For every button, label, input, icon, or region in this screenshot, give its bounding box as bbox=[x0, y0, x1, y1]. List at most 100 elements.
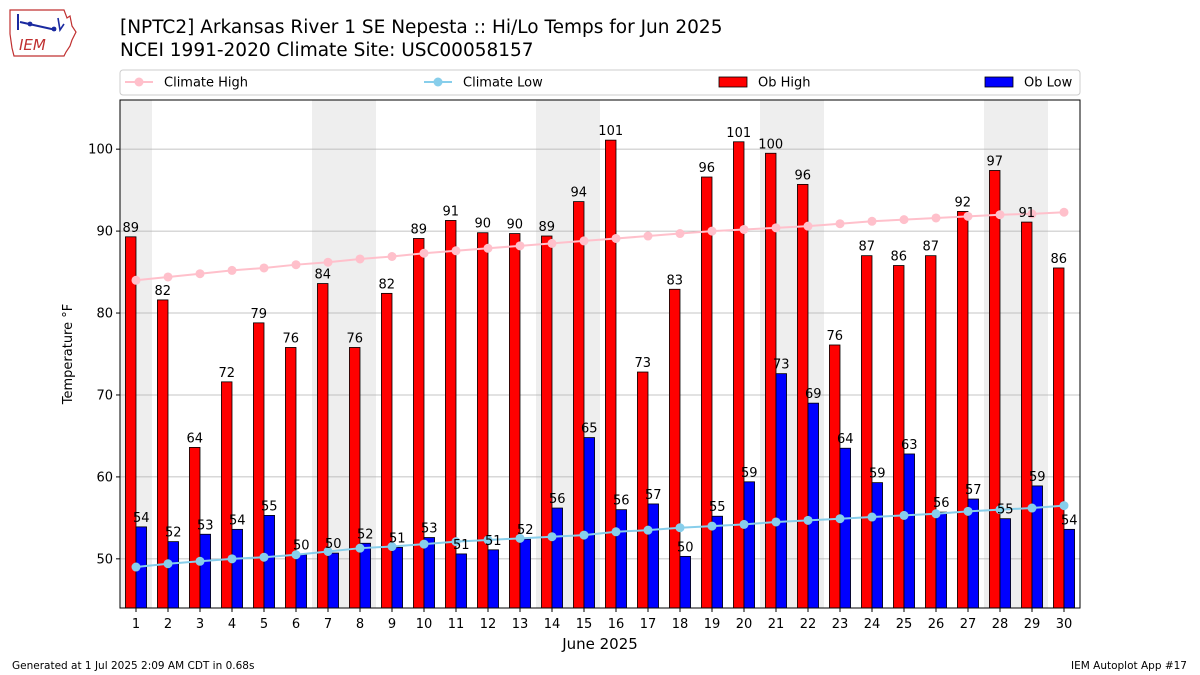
ob-low-bar bbox=[807, 402, 819, 609]
ob-high-label: 89 bbox=[538, 220, 555, 235]
climate-low-point bbox=[611, 527, 621, 537]
legend-box bbox=[119, 69, 1081, 96]
bar-value-labels: 89 82 64 72 79 76 84 76 82 89 91 90 90 89 94 101 73 83 96 1… bbox=[122, 124, 1077, 555]
ob-low-bar bbox=[999, 518, 1011, 609]
ob-high-label: 86 bbox=[890, 250, 907, 265]
climate-high-point bbox=[131, 275, 141, 285]
ob-high-label: 101 bbox=[726, 126, 751, 141]
ob-high-label: 87 bbox=[922, 240, 939, 255]
ob-high-label: 76 bbox=[346, 331, 363, 346]
ob-high-bar bbox=[349, 347, 361, 609]
ob-high-label: 89 bbox=[122, 221, 139, 236]
ob-high-bar bbox=[1053, 267, 1065, 609]
ob-high-bar bbox=[509, 233, 521, 609]
ob-high-label: 96 bbox=[794, 168, 811, 183]
ob-high-label: 96 bbox=[698, 161, 715, 176]
ob-high-label: 76 bbox=[826, 329, 843, 344]
ob-high-label: 92 bbox=[954, 195, 971, 210]
ob-high-bar bbox=[989, 170, 1001, 609]
ob-low-label: 52 bbox=[517, 523, 534, 538]
ob-high-label: 82 bbox=[154, 284, 171, 299]
ob-high-bar bbox=[285, 347, 297, 609]
ob-low-label: 65 bbox=[581, 422, 598, 437]
ob-high-bar bbox=[1021, 221, 1033, 609]
y-tick-label: 100 bbox=[88, 143, 113, 158]
climate-high-point bbox=[579, 236, 589, 246]
ob-high-label: 90 bbox=[474, 217, 491, 232]
ob-high-bar bbox=[317, 283, 329, 609]
climate-high-point bbox=[515, 241, 525, 251]
ob-low-bar bbox=[679, 555, 691, 609]
generated-footer: Generated at 1 Jul 2025 2:09 AM CDT in 0… bbox=[12, 660, 255, 672]
climate-low-point bbox=[899, 510, 909, 520]
ob-high-label: 76 bbox=[282, 331, 299, 346]
x-tick-label: 21 bbox=[768, 617, 785, 632]
ob-high-bar bbox=[925, 255, 937, 609]
ob-low-label: 52 bbox=[165, 526, 182, 541]
climate-high-point bbox=[451, 246, 461, 256]
ob-low-bar bbox=[615, 509, 627, 609]
climate-high-point bbox=[323, 257, 333, 267]
x-tick-label: 16 bbox=[608, 617, 625, 632]
climate-low-point bbox=[515, 533, 525, 543]
climate-high-point bbox=[483, 243, 493, 253]
ob-high-bar bbox=[221, 381, 233, 609]
ob-low-bar bbox=[231, 528, 243, 609]
climate-high-point bbox=[995, 210, 1005, 220]
climate-low-point bbox=[643, 525, 653, 535]
x-tick-label: 30 bbox=[1056, 617, 1073, 632]
x-tick-label: 3 bbox=[196, 617, 204, 632]
ob-low-bar bbox=[359, 542, 371, 609]
y-axis: 50 60 70 80 90 100 bbox=[88, 143, 120, 567]
climate-low-point bbox=[931, 509, 941, 519]
climate-high-point bbox=[739, 224, 749, 234]
ob-high-label: 89 bbox=[410, 222, 427, 237]
climate-low-point bbox=[1027, 503, 1037, 513]
legend-ob-low-swatch bbox=[984, 76, 1014, 88]
climate-low-point bbox=[803, 515, 813, 525]
y-tick-label: 60 bbox=[96, 470, 113, 485]
ob-high-bar bbox=[957, 211, 969, 609]
x-tick-label: 19 bbox=[704, 617, 721, 632]
x-tick-label: 22 bbox=[800, 617, 817, 632]
x-tick-label: 18 bbox=[672, 617, 689, 632]
ob-high-label: 72 bbox=[218, 366, 235, 381]
climate-high-point bbox=[835, 219, 845, 229]
x-tick-label: 13 bbox=[512, 617, 529, 632]
climate-low-point bbox=[707, 521, 717, 531]
ob-low-label: 55 bbox=[261, 499, 278, 514]
climate-high-point bbox=[899, 215, 909, 225]
ob-high-label: 100 bbox=[758, 137, 783, 152]
x-tick-label: 11 bbox=[448, 617, 465, 632]
y-gridlines bbox=[120, 148, 1080, 560]
ob-high-bar bbox=[125, 236, 137, 609]
ob-low-label: 50 bbox=[293, 539, 310, 554]
climate-low-point bbox=[323, 546, 333, 556]
climate-lines bbox=[131, 207, 1069, 572]
x-tick-label: 4 bbox=[228, 617, 236, 632]
ob-low-label: 51 bbox=[389, 531, 406, 546]
x-axis: 1 2 3 4 5 6 7 8 9 10 11 12 13 14 15 16 17 18 19 20 21 22 23 24 2… bbox=[132, 608, 1072, 632]
ob-low-bar bbox=[647, 503, 659, 609]
climate-high-point bbox=[355, 254, 365, 264]
y-tick-label: 80 bbox=[96, 307, 113, 322]
x-tick-label: 27 bbox=[960, 617, 977, 632]
legend: Climate High Climate Low Ob High Ob Low bbox=[119, 69, 1081, 96]
ob-low-label: 64 bbox=[837, 432, 854, 447]
climate-low-point bbox=[163, 559, 173, 569]
x-tick-label: 20 bbox=[736, 617, 753, 632]
ob-low-label: 56 bbox=[549, 492, 566, 507]
ob-high-bar bbox=[861, 255, 873, 609]
ob-low-bar bbox=[263, 515, 275, 609]
ob-high-label: 86 bbox=[1050, 252, 1067, 267]
climate-low-point bbox=[771, 517, 781, 527]
bar-series bbox=[125, 139, 1075, 609]
ob-low-bar bbox=[1063, 528, 1075, 609]
climate-high-point bbox=[291, 260, 301, 270]
plot-frame bbox=[119, 99, 1081, 609]
climate-high-point bbox=[771, 223, 781, 233]
ob-low-bar bbox=[935, 511, 947, 609]
legend-climate-low-marker bbox=[433, 77, 443, 87]
ob-high-label: 97 bbox=[986, 154, 1003, 169]
